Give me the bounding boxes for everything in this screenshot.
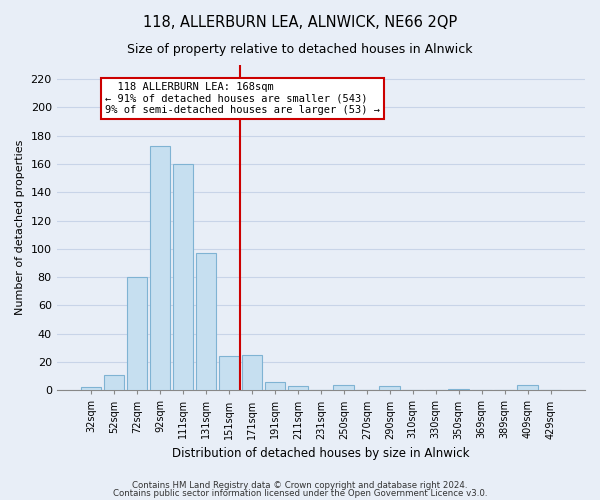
Bar <box>149 146 170 390</box>
Bar <box>242 355 262 390</box>
Bar <box>265 382 285 390</box>
Bar <box>517 384 538 390</box>
X-axis label: Distribution of detached houses by size in Alnwick: Distribution of detached houses by size … <box>172 447 470 460</box>
Text: Contains public sector information licensed under the Open Government Licence v3: Contains public sector information licen… <box>113 489 487 498</box>
Text: Contains HM Land Registry data © Crown copyright and database right 2024.: Contains HM Land Registry data © Crown c… <box>132 480 468 490</box>
Bar <box>218 356 239 390</box>
Bar <box>104 374 124 390</box>
Bar <box>127 277 148 390</box>
Text: 118, ALLERBURN LEA, ALNWICK, NE66 2QP: 118, ALLERBURN LEA, ALNWICK, NE66 2QP <box>143 15 457 30</box>
Bar <box>334 384 354 390</box>
Bar <box>287 386 308 390</box>
Bar <box>80 388 101 390</box>
Text: Size of property relative to detached houses in Alnwick: Size of property relative to detached ho… <box>127 42 473 56</box>
Bar <box>196 253 216 390</box>
Bar <box>448 389 469 390</box>
Text: 118 ALLERBURN LEA: 168sqm
← 91% of detached houses are smaller (543)
9% of semi-: 118 ALLERBURN LEA: 168sqm ← 91% of detac… <box>105 82 380 115</box>
Y-axis label: Number of detached properties: Number of detached properties <box>15 140 25 316</box>
Bar <box>379 386 400 390</box>
Bar <box>173 164 193 390</box>
